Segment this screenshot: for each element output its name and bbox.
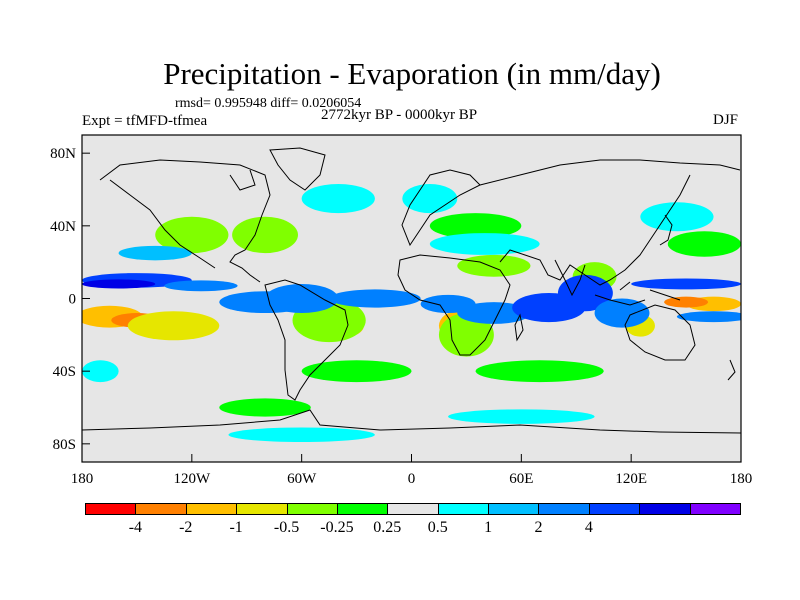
- field-patch-32: [118, 245, 192, 261]
- colorbar-label-0: -4: [128, 519, 143, 536]
- y-tick-label-4: 80S: [53, 437, 76, 453]
- coastline-greenland: [269, 147, 326, 191]
- field-patch-14: [429, 213, 522, 239]
- coastline-south-america: [264, 279, 349, 401]
- colorbar-box-9: [538, 503, 590, 515]
- colorbar-label-3: -0.5: [273, 519, 300, 536]
- colorbar-label-8: 2: [534, 519, 543, 536]
- x-tick-label-3: 0: [408, 471, 416, 487]
- y-tick-label-3: 40S: [53, 364, 76, 380]
- colorbar-box-0: [85, 503, 137, 515]
- y-tick-label-2: 0: [69, 292, 77, 308]
- colorbar-label-9: 4: [584, 519, 593, 536]
- plot-title: Precipitation - Evaporation (in mm/day): [163, 56, 661, 91]
- colorbar-box-3: [236, 503, 288, 515]
- colorbar-label-4: -0.25: [320, 519, 354, 536]
- coastline-japan: [659, 214, 673, 246]
- colorbar-box-10: [588, 503, 641, 515]
- coastline-west-na: [109, 179, 216, 269]
- coastline-africa: [397, 254, 511, 356]
- coastline-india: [554, 259, 586, 297]
- colorbar-box-2: [185, 503, 238, 515]
- field-patch-17: [475, 360, 604, 383]
- coastline-north-america: [99, 159, 271, 283]
- field-patch-37: [82, 360, 119, 383]
- colorbar-label-2: -1: [229, 519, 243, 536]
- field-patch-21: [164, 280, 238, 292]
- x-tick-label-0: 180: [71, 471, 94, 487]
- field-patch-15: [667, 231, 741, 257]
- field-patch-33: [429, 233, 540, 255]
- rmsd-diff-stats: rmsd= 0.995948 diff= 0.0206054: [175, 96, 362, 111]
- coastline-hudson: [229, 169, 256, 191]
- field-patch-20: [82, 279, 156, 289]
- coastline-australia: [624, 304, 696, 361]
- colorbar-label-7: 1: [484, 519, 493, 536]
- season-label: DJF: [713, 112, 739, 128]
- field-patch-38: [228, 427, 375, 443]
- colorbar-box-12: [689, 503, 741, 515]
- colorbar-box-8: [488, 503, 540, 515]
- field-patch-18: [219, 398, 311, 417]
- field-patch-26: [457, 302, 531, 324]
- coastline-europe: [401, 169, 481, 247]
- colorbar: [85, 503, 741, 515]
- colorbar-box-7: [437, 503, 490, 515]
- field-patch-39: [448, 409, 595, 424]
- field-patch-13: [232, 216, 299, 254]
- colorbar-box-11: [639, 503, 691, 515]
- x-tick-label-6: 180: [730, 471, 753, 487]
- experiment-label: Expt = tfMFD-tfmea: [82, 113, 208, 129]
- coastline-antarctica: [82, 409, 741, 434]
- colorbar-box-1: [135, 503, 187, 515]
- field-patch-30: [631, 278, 741, 290]
- field-patch-2: [127, 311, 220, 341]
- x-tick-label-1: 120W: [173, 471, 211, 487]
- field-patch-6: [438, 313, 494, 357]
- colorbar-label-1: -2: [179, 519, 193, 536]
- field-patch-8: [664, 296, 709, 308]
- field-patch-23: [265, 283, 339, 314]
- y-tick-label-0: 80N: [50, 146, 76, 162]
- coastline-madagascar: [514, 313, 524, 342]
- x-tick-label-5: 120E: [615, 471, 647, 487]
- field-patch-35: [640, 202, 714, 232]
- field-patch-12: [155, 216, 229, 254]
- coastline-nz: [727, 359, 736, 381]
- x-tick-label-4: 60E: [509, 471, 533, 487]
- coastline-indonesia: [594, 281, 681, 306]
- field-patch-11: [457, 254, 531, 277]
- colorbar-label-5: 0.25: [373, 519, 402, 536]
- colorbar-box-6: [387, 503, 439, 515]
- field-patch-31: [676, 311, 741, 323]
- field-patch-16: [301, 360, 412, 383]
- field-patch-36: [301, 184, 375, 214]
- field-patch-29: [594, 298, 650, 328]
- colorbar-label-6: 0.5: [427, 519, 448, 536]
- x-tick-label-2: 60W: [287, 471, 317, 487]
- coastline-asia: [479, 159, 741, 286]
- colorbar-box-4: [286, 503, 338, 515]
- axis-ticks: 80N 40N 0 40S 80S 180 120W 60W 0 60E 120E 180: [50, 146, 752, 487]
- coastline-layer: [82, 147, 741, 434]
- field-patch-34: [402, 184, 458, 214]
- colorbar-box-5: [336, 503, 389, 515]
- field-patch-24: [329, 289, 421, 308]
- period-label: 2772kyr BP - 0000kyr BP: [321, 107, 478, 123]
- y-tick-label-1: 40N: [50, 219, 76, 235]
